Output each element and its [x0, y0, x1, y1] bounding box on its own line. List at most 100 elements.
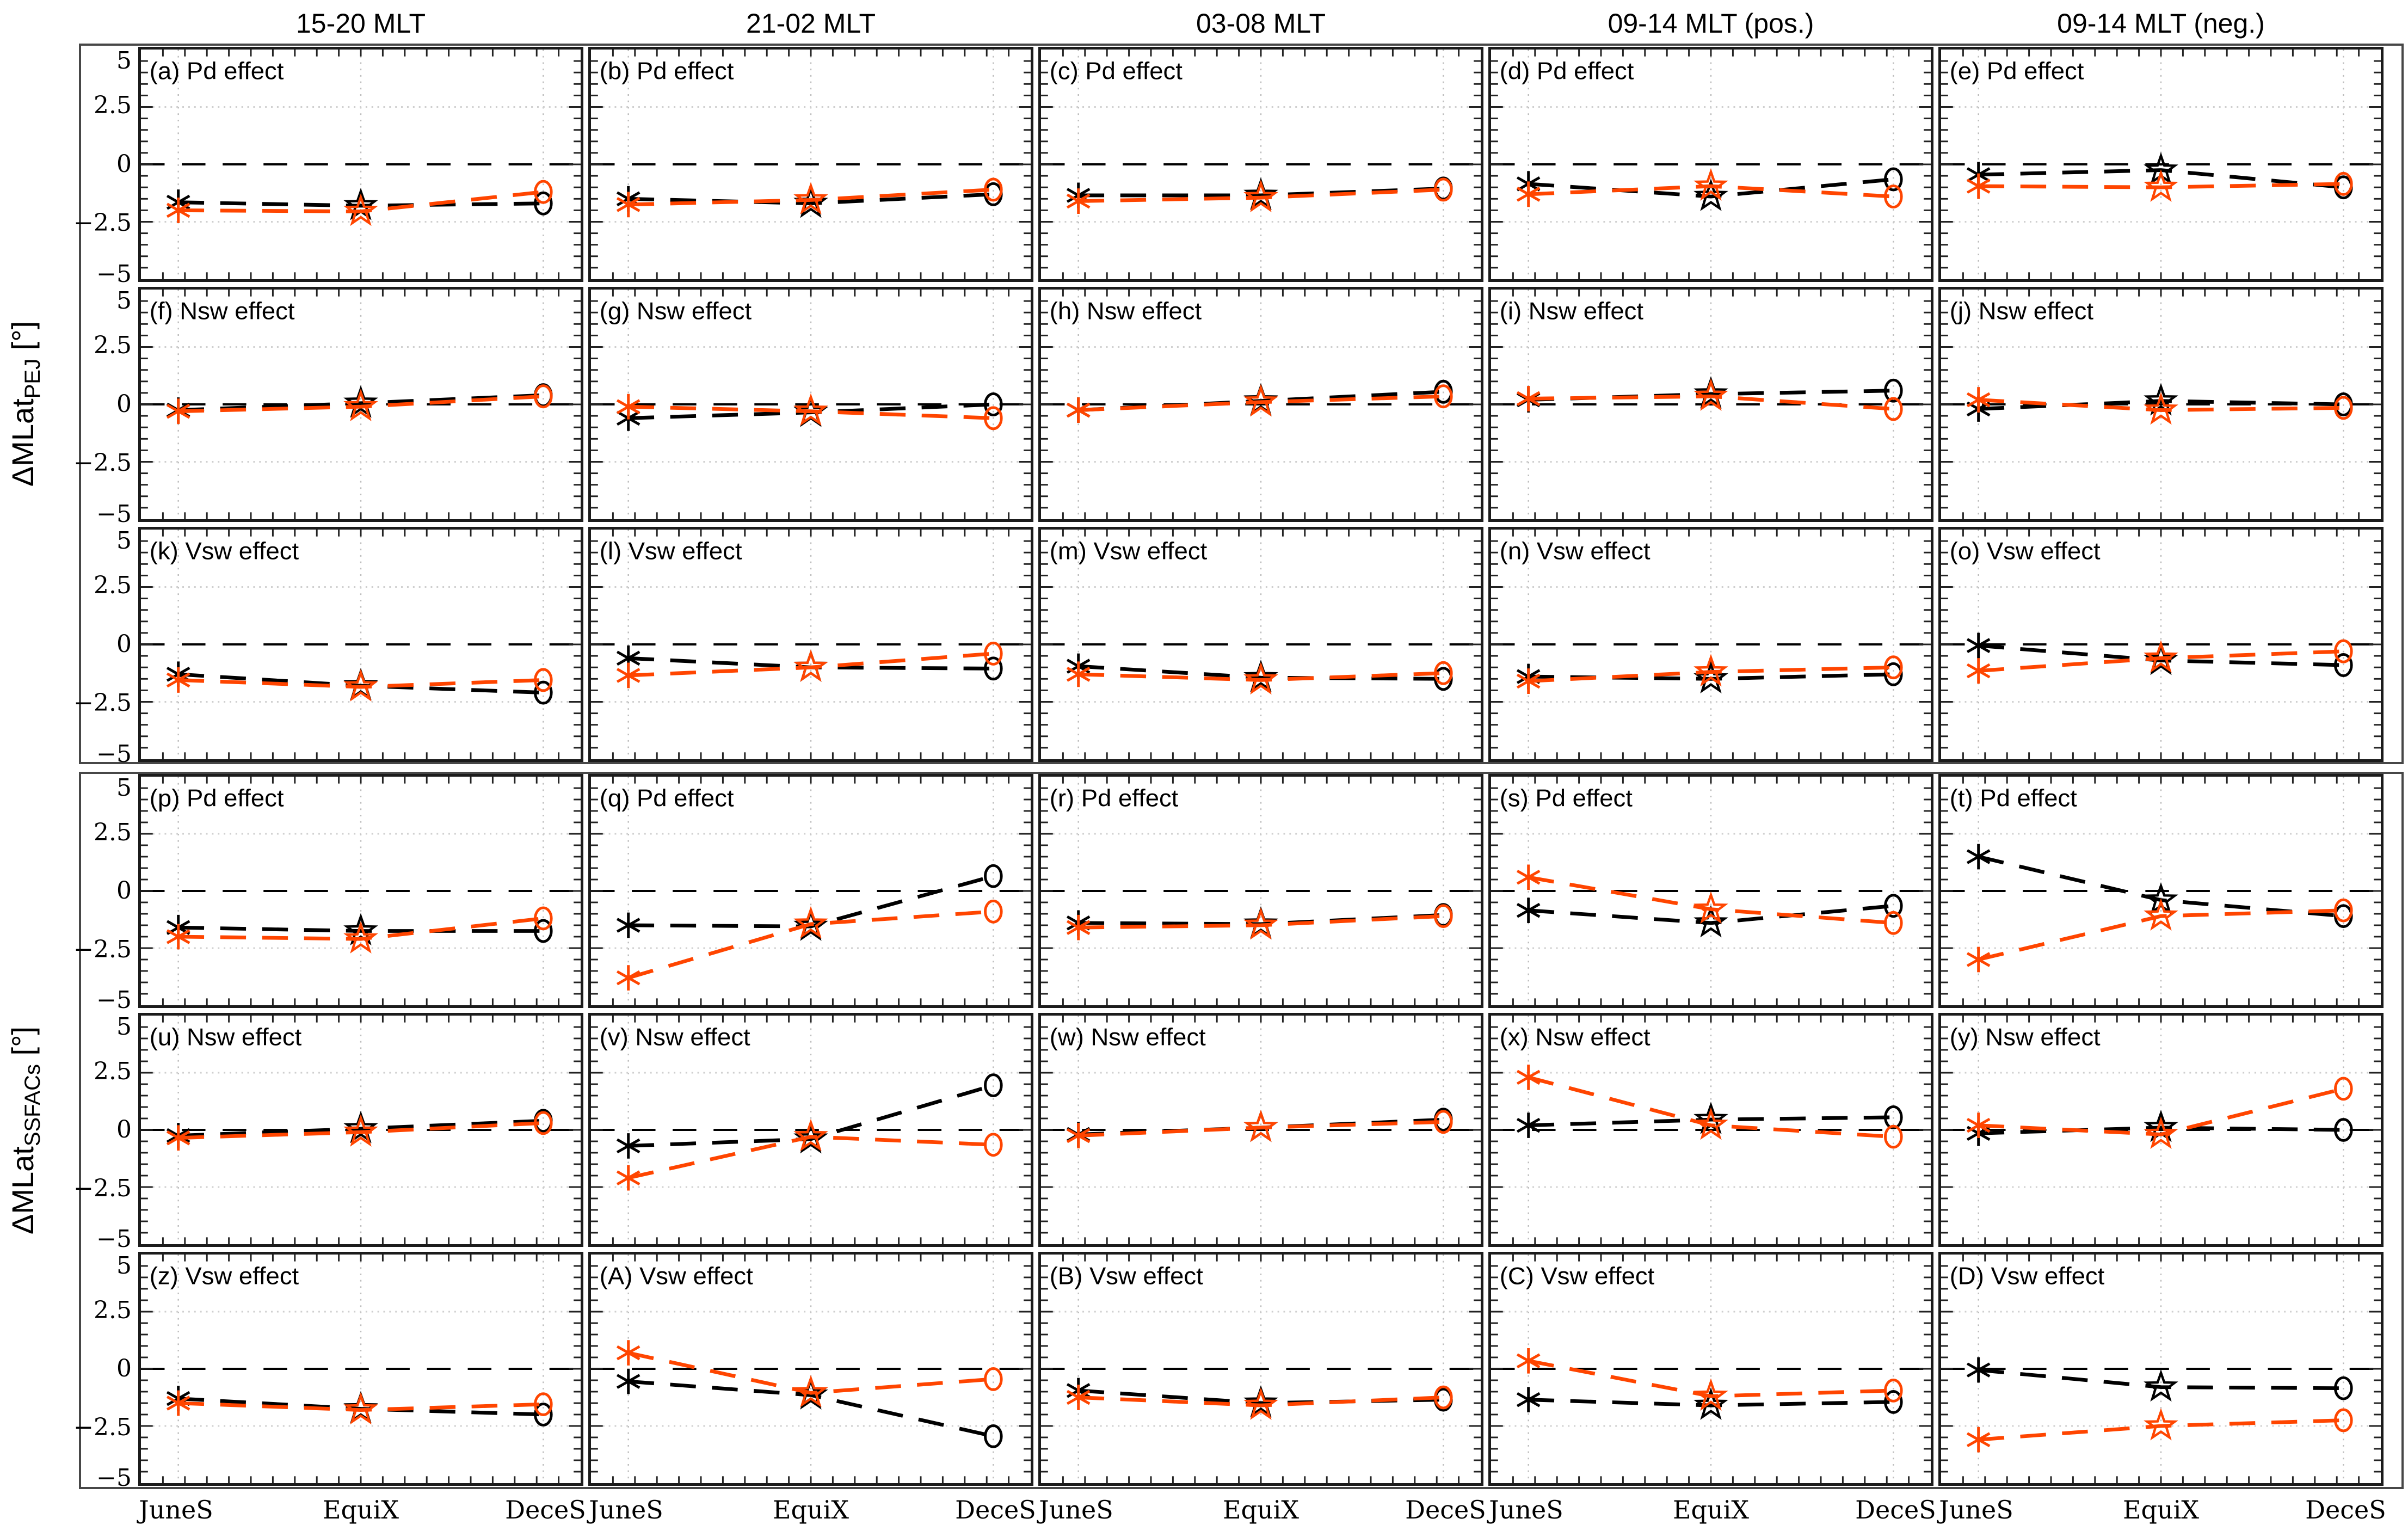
panel-label: (t) Pd effect [1950, 784, 2077, 812]
series-line-orange [178, 190, 544, 213]
axis-minor-ticks [1941, 290, 2381, 519]
marker-star [1243, 660, 1278, 692]
marker-circle [534, 919, 553, 943]
panel-label: (A) Vsw effect [600, 1262, 753, 1290]
panel-m: (m) Vsw effect [1038, 527, 1483, 762]
marker-circle [2334, 639, 2353, 663]
marker-asterisk [166, 667, 190, 693]
marker-star [343, 668, 378, 702]
series-line-orange [627, 909, 994, 980]
series-line-orange [1978, 1087, 2344, 1136]
series-line-orange [628, 187, 994, 207]
marker-asterisk [1966, 1427, 1991, 1453]
y-axis-label-main: ΔMLat [5, 1146, 40, 1235]
panel-plot: (s) Pd effect [1491, 777, 1931, 1005]
series-line-orange [1528, 184, 1894, 199]
y-tick-label: 0 [116, 390, 132, 418]
panel-label: (p) Pd effect [150, 784, 284, 812]
x-tick-label: DeceS [1405, 1495, 1486, 1524]
marker-circle [2334, 171, 2353, 196]
panel-plot: (D) Vsw effect [1941, 1255, 2381, 1483]
series-line-black [1528, 903, 1894, 925]
axis-minor-ticks [591, 1255, 1031, 1483]
series-line-orange [178, 394, 544, 414]
marker-asterisk [616, 192, 641, 218]
panel-plot: (e) Pd effect [1941, 50, 2381, 279]
marker-star [2144, 1369, 2178, 1402]
panel-plot: (g) Nsw effect [591, 290, 1031, 519]
marker-asterisk [166, 1125, 190, 1151]
x-tick-label: JuneS [139, 1495, 213, 1524]
y-axis-label-ssfacs: ΔMLatSSFACs [°] [2, 772, 45, 1489]
series-line-black [1978, 643, 2344, 667]
series-line-black [628, 874, 994, 929]
column-title: 15-20 MLT [295, 8, 426, 39]
panel-plot: (c) Pd effect [1041, 50, 1481, 279]
marker-circle [1884, 1379, 1903, 1403]
panel-plot: (z) Vsw effect [141, 1255, 581, 1483]
y-tick-label: 2.5 [94, 91, 132, 119]
series-line-orange [1978, 649, 2344, 673]
panel-plot: (k) Vsw effect [141, 530, 581, 759]
series-line-black [178, 1118, 544, 1138]
panel-plot: (C) Vsw effect [1491, 1255, 1931, 1483]
series-line-orange [1528, 875, 1894, 925]
series-line-orange [628, 651, 994, 678]
axis-minor-ticks [1491, 1016, 1931, 1244]
x-tick-label: DeceS [955, 1495, 1036, 1524]
marker-asterisk [1066, 661, 1091, 687]
series-line-orange [1978, 1418, 2344, 1442]
x-tick-label: EquiX [772, 1495, 849, 1524]
panel-plot: (o) Vsw effect [1941, 530, 2381, 759]
y-tick-label: 0 [116, 1355, 132, 1382]
panel-plot: (m) Vsw effect [1041, 530, 1481, 759]
panel-C: (C) Vsw effect [1488, 1252, 1933, 1486]
panel-plot: (y) Nsw effect [1941, 1016, 2381, 1244]
panel-label: (g) Nsw effect [600, 297, 752, 325]
marker-circle [1884, 378, 1903, 403]
panel-label: (i) Nsw effect [1500, 297, 1644, 325]
series-line-black [1528, 1115, 1894, 1128]
panel-label: (x) Nsw effect [1500, 1023, 1651, 1051]
marker-asterisk [1516, 1387, 1541, 1413]
marker-star [793, 1118, 828, 1152]
marker-star [343, 913, 378, 946]
axis-minor-ticks [1491, 290, 1931, 519]
marker-asterisk [616, 965, 641, 991]
series-line-orange [1528, 394, 1894, 411]
panel-w: (w) Nsw effect [1038, 1013, 1483, 1247]
axis-minor-ticks [1491, 50, 1931, 279]
marker-star [1693, 1387, 1728, 1420]
marker-star [343, 1392, 378, 1425]
axis-minor-ticks [1941, 530, 2381, 759]
marker-star [1243, 1109, 1278, 1142]
panel-plot: (u) Nsw effect [141, 1016, 581, 1244]
marker-star [1243, 180, 1278, 212]
marker-circle [1884, 662, 1903, 686]
marker-star [343, 193, 378, 226]
panel-label: (m) Vsw effect [1050, 537, 1208, 565]
column-title: 09-14 MLT (pos.) [1608, 8, 1814, 39]
y-tick-label: −2.5 [73, 689, 132, 717]
x-tick-label: EquiX [1672, 1495, 1750, 1524]
marker-asterisk [1966, 632, 1991, 659]
panel-label: (h) Nsw effect [1050, 297, 1202, 325]
marker-asterisk [616, 662, 641, 688]
axis-minor-ticks [141, 530, 581, 759]
panel-A: (A) Vsw effect [588, 1252, 1033, 1486]
marker-circle [1884, 894, 1903, 918]
marker-asterisk [1066, 397, 1091, 423]
marker-circle [1884, 1390, 1903, 1414]
marker-asterisk [616, 912, 641, 938]
marker-star [793, 182, 828, 215]
axis-minor-ticks [1041, 530, 1481, 759]
y-tick-label: −5 [96, 1464, 132, 1492]
marker-circle [534, 180, 553, 204]
marker-circle [1884, 655, 1903, 680]
marker-asterisk [1066, 914, 1091, 940]
panel-D: (D) Vsw effect [1938, 1252, 2384, 1486]
x-tick-label: DeceS [505, 1495, 586, 1524]
marker-star [1693, 891, 1728, 924]
marker-circle [984, 1424, 1003, 1448]
